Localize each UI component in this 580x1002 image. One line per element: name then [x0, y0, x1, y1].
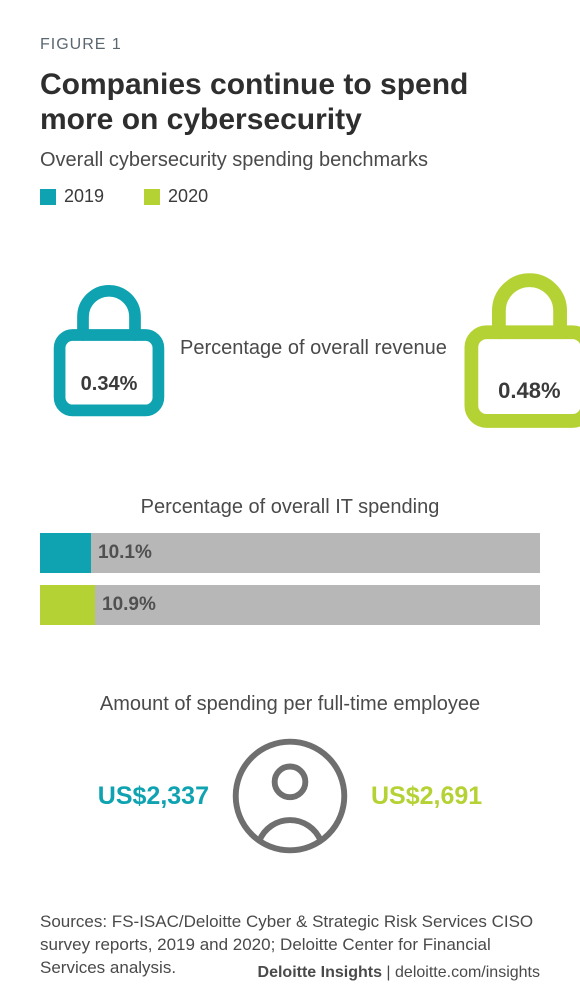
bar-label-2020: 10.9%: [102, 594, 156, 616]
legend-label-2019: 2019: [64, 186, 104, 207]
legend-item-2020: 2020: [144, 186, 208, 207]
legend-label-2020: 2020: [168, 186, 208, 207]
lock-value-2019: 0.34%: [81, 373, 138, 396]
per-employee-2019: US$2,337: [98, 782, 209, 811]
person-icon: [231, 737, 349, 855]
per-employee-title: Amount of spending per full-time employe…: [40, 691, 540, 717]
revenue-section: 0.34% Percentage of overall revenue 0.48…: [40, 253, 540, 442]
it-spending-title: Percentage of overall IT spending: [40, 496, 540, 519]
lock-icon: [44, 268, 174, 428]
legend-swatch-2020: [144, 189, 160, 205]
lock-icon: [453, 253, 580, 442]
subtitle: Overall cybersecurity spending benchmark…: [40, 149, 540, 172]
bar-fill-2019: [40, 533, 91, 573]
figure-label: FIGURE 1: [40, 36, 540, 54]
legend-swatch-2019: [40, 189, 56, 205]
bar-label-2019: 10.1%: [98, 542, 152, 564]
bar-fill-2020: [40, 585, 95, 625]
it-spending-section: Percentage of overall IT spending 10.1% …: [40, 496, 540, 625]
legend: 2019 2020: [40, 186, 540, 207]
per-employee-section: Amount of spending per full-time employe…: [40, 691, 540, 855]
bar-2020: 10.9%: [40, 585, 540, 625]
footer-sep: |: [382, 964, 395, 981]
footer-brand: Deloitte Insights: [258, 964, 382, 981]
page-title: Companies continue to spend more on cybe…: [40, 68, 540, 137]
legend-item-2019: 2019: [40, 186, 104, 207]
bar-2019: 10.1%: [40, 533, 540, 573]
revenue-label: Percentage of overall revenue: [174, 335, 453, 361]
footer-url: deloitte.com/insights: [395, 964, 540, 981]
footer: Deloitte Insights | deloitte.com/insight…: [258, 964, 540, 982]
per-employee-2020: US$2,691: [371, 782, 482, 811]
lock-2019: 0.34%: [44, 268, 174, 428]
lock-value-2020: 0.48%: [498, 378, 560, 404]
lock-2020: 0.48%: [453, 253, 580, 442]
